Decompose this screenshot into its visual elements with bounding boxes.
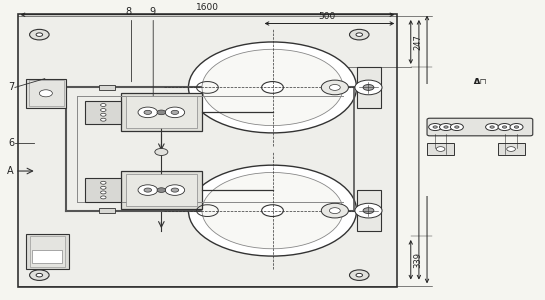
Circle shape <box>356 273 362 277</box>
Bar <box>356 67 381 108</box>
Bar <box>120 93 202 131</box>
Circle shape <box>202 172 343 249</box>
Bar <box>99 208 115 213</box>
Circle shape <box>171 188 179 192</box>
Bar <box>422 85 538 196</box>
Circle shape <box>101 103 106 106</box>
Circle shape <box>101 196 106 199</box>
Bar <box>126 174 197 206</box>
FancyBboxPatch shape <box>427 118 533 136</box>
Circle shape <box>101 109 106 112</box>
Circle shape <box>202 49 343 126</box>
Circle shape <box>262 205 283 217</box>
Circle shape <box>101 181 106 184</box>
Circle shape <box>29 270 49 280</box>
Text: 管路I出油口Rc3/8: 管路I出油口Rc3/8 <box>430 149 463 154</box>
Bar <box>26 79 66 108</box>
Circle shape <box>101 113 106 116</box>
Circle shape <box>101 118 106 121</box>
Circle shape <box>490 126 494 128</box>
Bar <box>17 14 397 287</box>
Circle shape <box>439 124 452 130</box>
Bar <box>32 250 62 263</box>
Circle shape <box>165 107 185 118</box>
Bar <box>26 234 69 269</box>
Bar <box>86 100 120 124</box>
Circle shape <box>444 126 448 128</box>
Text: 6: 6 <box>8 138 14 148</box>
Circle shape <box>433 126 437 128</box>
Text: 8: 8 <box>126 7 132 17</box>
Text: 9: 9 <box>149 7 155 17</box>
Circle shape <box>138 107 158 118</box>
Text: 管路I回油口Rc3/8: 管路I回油口Rc3/8 <box>430 155 463 161</box>
Circle shape <box>29 29 49 40</box>
Text: A向: A向 <box>473 77 487 87</box>
Circle shape <box>157 188 166 192</box>
Circle shape <box>155 148 168 155</box>
Bar <box>498 143 525 155</box>
Circle shape <box>363 208 374 214</box>
Bar <box>126 96 197 128</box>
Bar <box>120 171 202 209</box>
Circle shape <box>36 33 43 36</box>
Text: 7: 7 <box>8 82 14 92</box>
Circle shape <box>355 80 382 95</box>
Text: 339: 339 <box>414 253 422 268</box>
Bar <box>29 236 65 267</box>
Circle shape <box>157 110 166 115</box>
Circle shape <box>429 124 441 130</box>
Text: 管路II出油口Rc3/8: 管路II出油口Rc3/8 <box>476 149 511 154</box>
Circle shape <box>101 186 106 189</box>
Bar <box>28 80 64 106</box>
Text: A: A <box>7 166 14 176</box>
Circle shape <box>322 80 348 95</box>
Circle shape <box>39 90 52 97</box>
Bar <box>99 85 115 90</box>
Bar <box>86 178 120 202</box>
Circle shape <box>171 110 179 114</box>
Circle shape <box>262 82 283 93</box>
Circle shape <box>498 124 511 130</box>
Circle shape <box>138 185 158 195</box>
Circle shape <box>356 33 362 36</box>
Bar <box>356 190 381 231</box>
Circle shape <box>329 85 340 90</box>
Text: 1286: 1286 <box>430 141 439 163</box>
Circle shape <box>355 203 382 218</box>
Circle shape <box>507 147 516 152</box>
Text: 117: 117 <box>476 97 493 106</box>
Circle shape <box>322 203 348 218</box>
Text: 管路II回油口Rc3/8: 管路II回油口Rc3/8 <box>476 155 511 161</box>
Circle shape <box>329 208 340 214</box>
Circle shape <box>101 191 106 194</box>
Circle shape <box>189 42 356 133</box>
Text: 1600: 1600 <box>196 3 219 12</box>
Circle shape <box>450 124 463 130</box>
Circle shape <box>36 273 43 277</box>
Circle shape <box>486 124 499 130</box>
Circle shape <box>189 165 356 256</box>
Text: 500: 500 <box>318 12 335 21</box>
Circle shape <box>514 126 519 128</box>
Text: 247: 247 <box>414 34 422 50</box>
Text: 1220: 1220 <box>422 142 431 163</box>
Circle shape <box>165 185 185 195</box>
Circle shape <box>144 110 152 114</box>
Circle shape <box>502 126 507 128</box>
Circle shape <box>363 85 374 90</box>
Bar <box>427 143 454 155</box>
Circle shape <box>510 124 523 130</box>
Circle shape <box>436 147 445 152</box>
Circle shape <box>455 126 459 128</box>
Text: 39: 39 <box>455 105 464 114</box>
Circle shape <box>144 188 152 192</box>
Circle shape <box>349 29 369 40</box>
Circle shape <box>349 270 369 280</box>
